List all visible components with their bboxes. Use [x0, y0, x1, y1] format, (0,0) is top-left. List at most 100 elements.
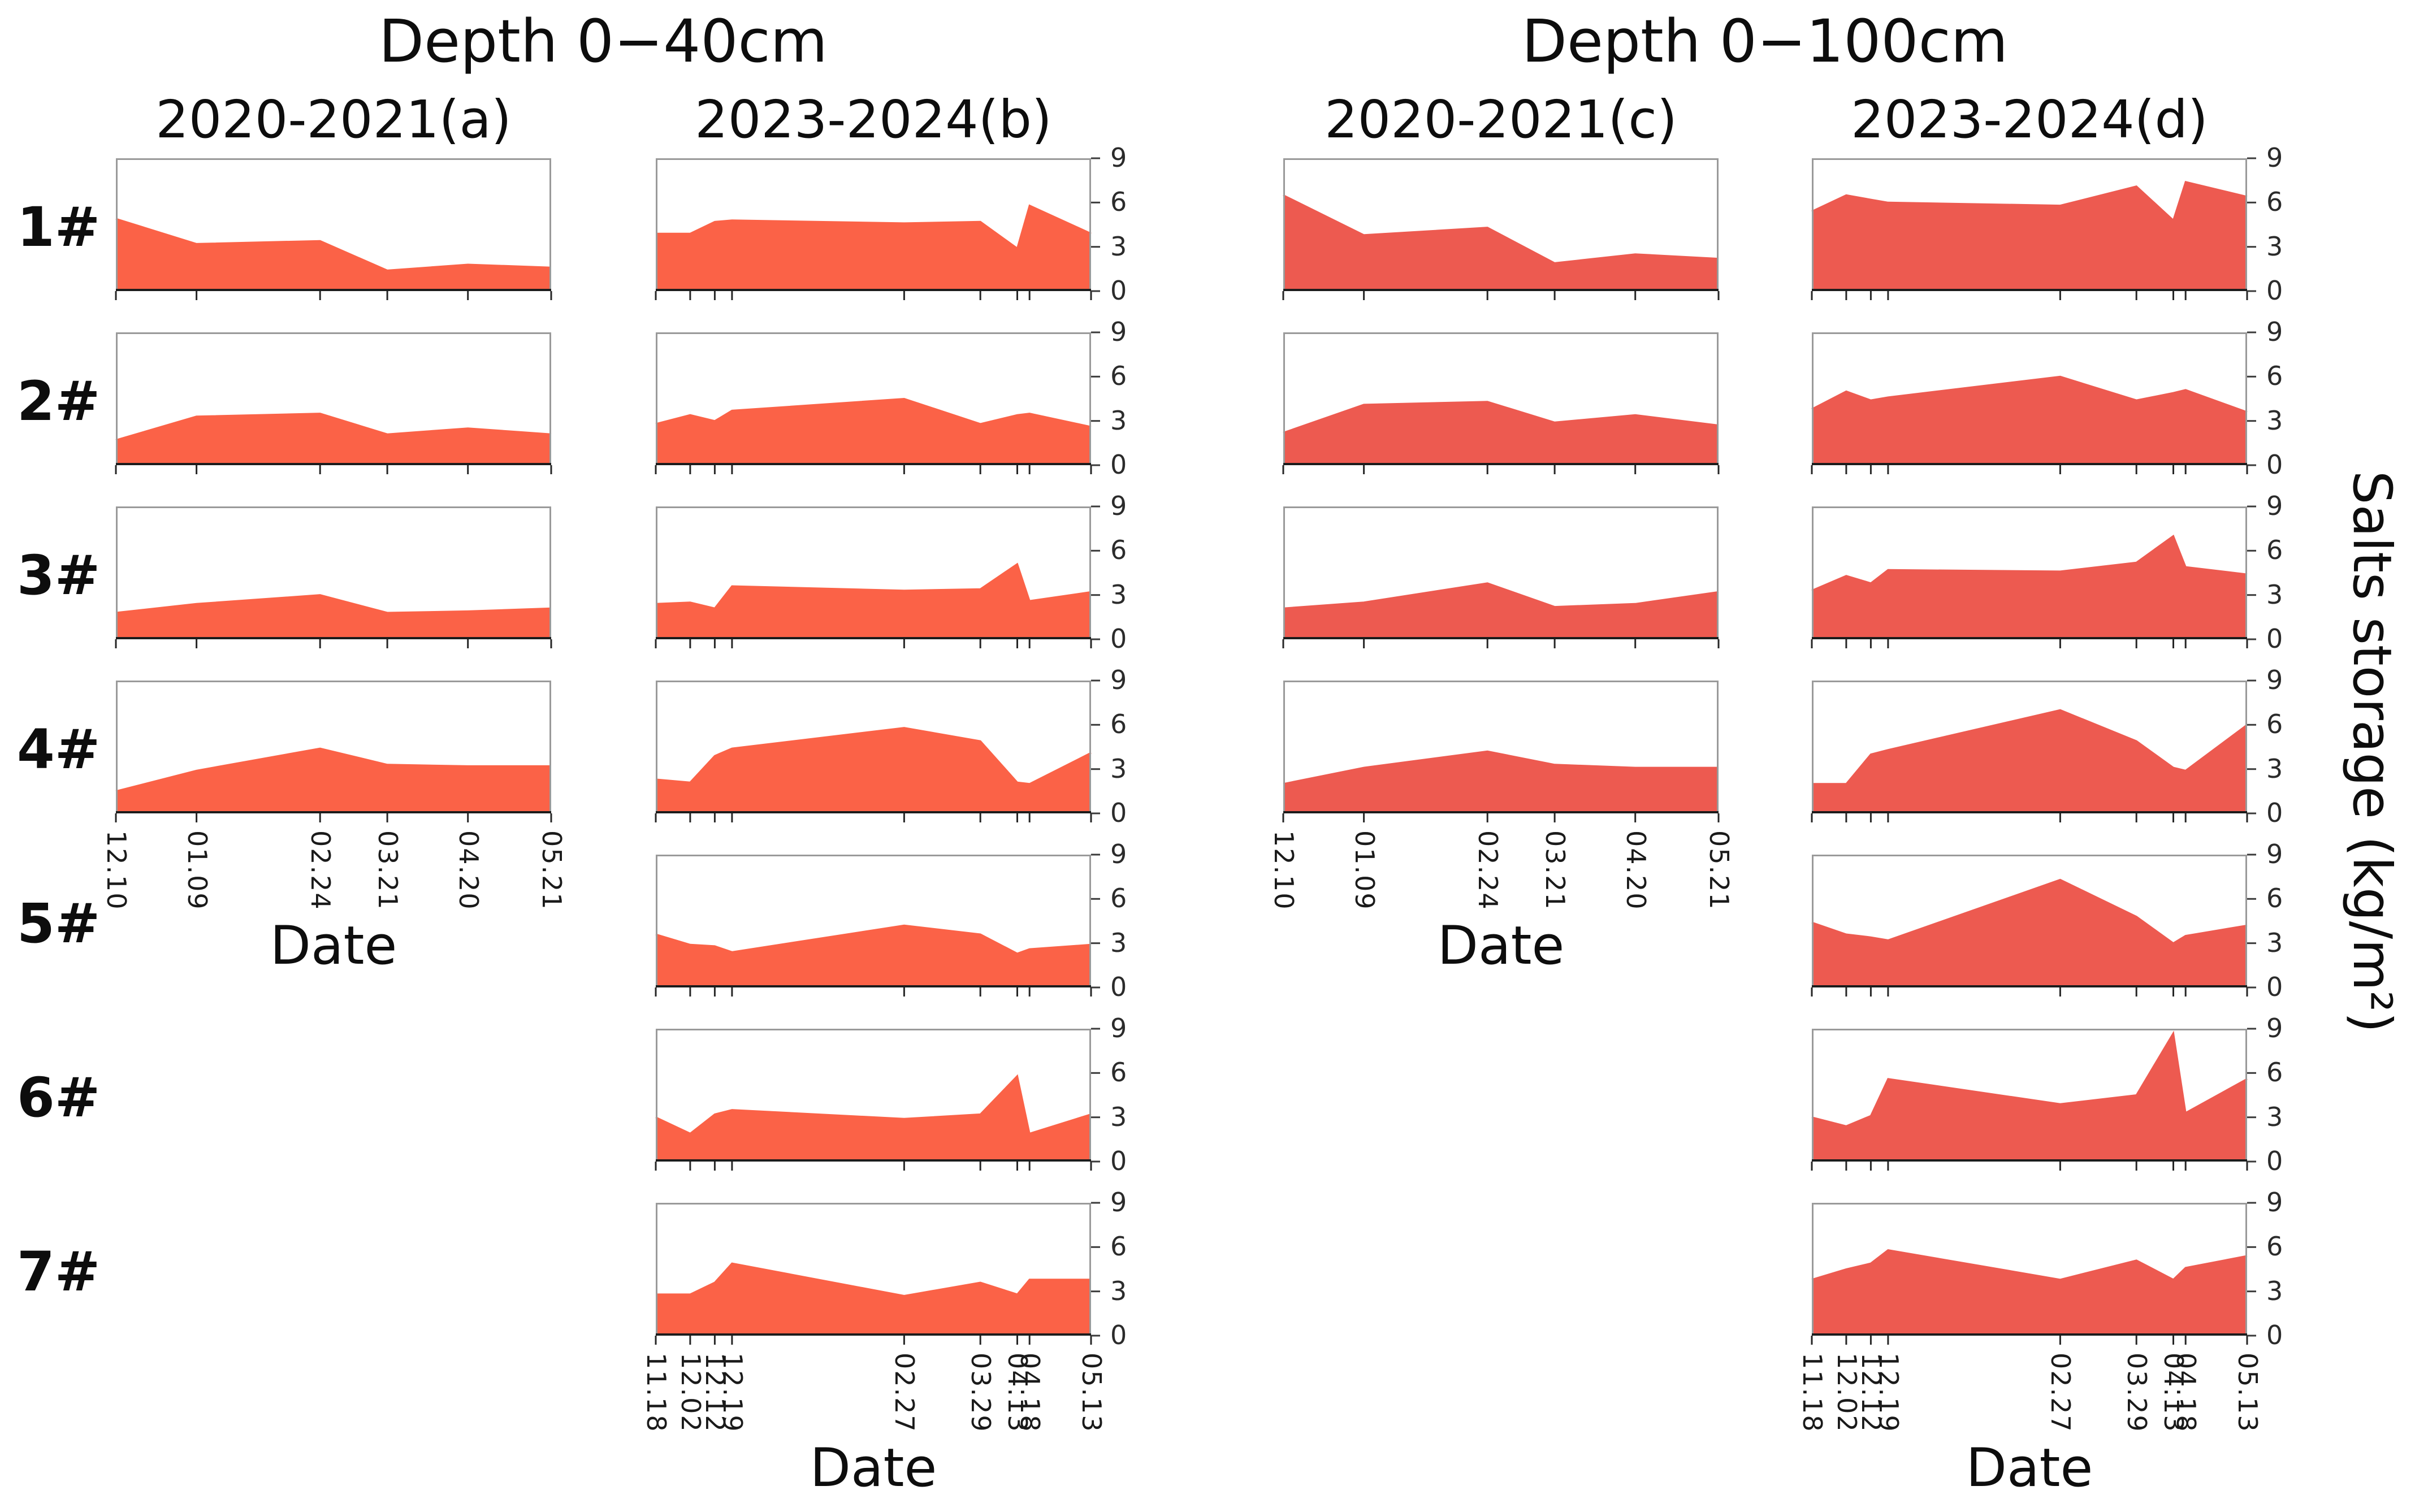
y-tick-label: 3: [2266, 231, 2283, 262]
y-tick-label: 9: [1110, 1187, 1127, 1218]
area-series: [116, 219, 551, 291]
x-tick-label: 03.21: [373, 830, 404, 911]
y-tick-label: 9: [1110, 839, 1127, 869]
area-series: [656, 925, 1091, 987]
x-tick-label: 04.20: [1620, 830, 1651, 911]
y-axis-title: Salts storage (kg/m²): [2341, 470, 2403, 1033]
chart-panel-d2: [1811, 331, 2256, 474]
area-chart-a3: [115, 506, 552, 648]
area-series: [1812, 1033, 2247, 1162]
y-tick-label: 9: [2266, 1187, 2283, 1218]
area-edge: [115, 594, 552, 614]
area-chart-b2: [655, 331, 1100, 474]
area-series: [1283, 401, 1719, 465]
area-series: [656, 398, 1091, 465]
area-edge: [1811, 1249, 2248, 1281]
area-series: [1812, 1250, 2247, 1336]
y-tick-label: 0: [1110, 972, 1127, 1002]
area-edge: [1811, 534, 2248, 592]
chart-panel-c2: [1282, 332, 1720, 474]
y-tick-label: 6: [1110, 361, 1127, 392]
y-tick-label: 3: [2266, 1275, 2283, 1306]
x-tick-label: 02.27: [2045, 1353, 2076, 1433]
chart-panel-b7: [655, 1202, 1100, 1345]
area-chart-d4: [1811, 679, 2256, 822]
chart-panel-d4: [1811, 679, 2256, 822]
row-label-6: 6#: [17, 1066, 101, 1129]
y-tick-label: 6: [2266, 535, 2283, 566]
area-chart-b1: [655, 157, 1100, 300]
chart-panel-d1: [1811, 157, 2256, 300]
x-tick-label: 01.09: [181, 830, 213, 911]
area-series: [1812, 880, 2247, 987]
area-edge: [1811, 375, 2248, 413]
area-chart-a1: [115, 158, 552, 300]
x-tick-label: 12.19: [1873, 1353, 1904, 1433]
area-edge: [1811, 181, 2248, 222]
area-series: [1283, 195, 1719, 291]
area-chart-d2: [1811, 331, 2256, 474]
chart-panel-c1: [1282, 158, 1720, 300]
y-tick-label: 3: [2266, 579, 2283, 610]
row-label-3: 3#: [17, 544, 101, 607]
y-tick-label: 3: [1110, 231, 1127, 262]
x-tick-label: 02.24: [305, 830, 336, 911]
y-tick-label: 9: [2266, 317, 2283, 347]
area-chart-a2: [115, 332, 552, 474]
x-axis-title-b: Date: [810, 1437, 937, 1499]
row-label-5: 5#: [17, 892, 101, 955]
x-axis-title-c: Date: [1437, 915, 1565, 977]
column-header-a: 2020-2021(a): [155, 89, 512, 150]
row-label-2: 2#: [17, 370, 101, 433]
x-tick-label: 01.09: [1349, 830, 1380, 911]
area-series: [1812, 181, 2247, 291]
area-edge: [1283, 401, 1719, 434]
area-chart-a4: [115, 681, 552, 822]
y-tick-label: 6: [2266, 709, 2283, 740]
y-tick-label: 0: [2266, 1320, 2283, 1350]
chart-panel-a4: [115, 681, 552, 822]
x-tick-label: 03.21: [1540, 830, 1571, 911]
area-edge: [655, 562, 1092, 609]
area-series: [116, 413, 551, 465]
area-series: [656, 1263, 1091, 1336]
area-series: [1283, 751, 1719, 813]
column-header-b: 2023-2024(b): [695, 89, 1052, 150]
area-chart-c2: [1282, 332, 1720, 474]
area-series: [1812, 536, 2247, 639]
area-chart-d1: [1811, 157, 2256, 300]
chart-panel-a1: [115, 158, 552, 300]
y-tick-label: 0: [1110, 449, 1127, 480]
y-tick-label: 0: [1110, 1146, 1127, 1176]
area-chart-d3: [1811, 505, 2256, 648]
x-tick-label: 04.18: [1015, 1353, 1046, 1433]
row-label-4: 4#: [17, 718, 101, 781]
x-tick-label: 03.29: [2122, 1353, 2153, 1433]
y-tick-label: 3: [1110, 405, 1127, 436]
area-chart-d6: [1811, 1028, 2256, 1171]
area-edge: [656, 204, 1092, 250]
x-tick-label: 05.21: [536, 830, 567, 911]
y-tick-label: 6: [2266, 1057, 2283, 1088]
y-tick-label: 9: [1110, 665, 1127, 695]
area-edge: [1811, 1030, 2248, 1127]
area-chart-d7: [1811, 1202, 2256, 1345]
chart-panel-a3: [115, 506, 552, 648]
x-axis-title-a: Date: [270, 915, 397, 977]
x-tick-label: 04.20: [453, 830, 484, 911]
y-tick-label: 6: [2266, 361, 2283, 392]
y-tick-label: 0: [1110, 1320, 1127, 1350]
chart-panel-b5: [655, 854, 1100, 997]
y-tick-label: 6: [1110, 1057, 1127, 1088]
y-tick-label: 3: [2266, 1101, 2283, 1132]
y-tick-label: 9: [1110, 1013, 1127, 1043]
area-chart-c4: [1282, 681, 1720, 822]
area-series: [656, 205, 1091, 291]
y-tick-label: 6: [1110, 1231, 1127, 1262]
chart-panel-b4: [655, 679, 1100, 822]
x-axis-title-d: Date: [1966, 1437, 2093, 1499]
row-label-1: 1#: [17, 196, 101, 259]
y-tick-label: 0: [1110, 623, 1127, 654]
y-tick-label: 3: [2266, 405, 2283, 436]
